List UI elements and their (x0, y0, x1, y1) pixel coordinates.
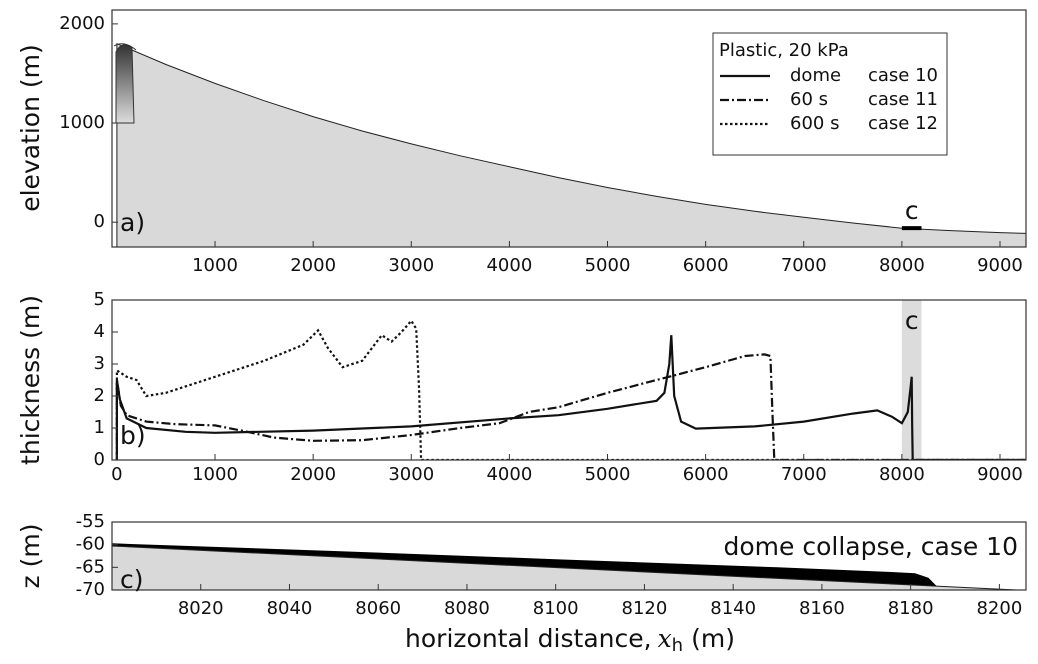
y-tick-label: 4 (94, 321, 105, 342)
legend-case: case 10 (868, 65, 938, 86)
x-tick-label: 8160 (799, 598, 845, 619)
x-tick-label: 9000 (977, 464, 1023, 485)
legend-box (712, 32, 948, 156)
y-tick-label: 0 (94, 449, 105, 470)
x-tick-label: 2000 (290, 464, 336, 485)
x-label-part: (m) (691, 624, 735, 653)
x-tick-label: 4000 (486, 255, 532, 276)
panel-label: a) (120, 208, 145, 237)
x-tick-label: 6000 (683, 255, 729, 276)
highlight-label: c (905, 306, 919, 335)
y-tick-label: 1 (94, 417, 105, 438)
y-tick-label: 0 (94, 211, 105, 232)
legend-case: case 12 (868, 113, 938, 134)
ground-area (112, 545, 1026, 590)
plot-frame (111, 521, 1027, 591)
panel (115, 300, 1026, 460)
panel-title: dome collapse, case 10 (724, 532, 1019, 561)
x-tick-label: 8180 (888, 598, 934, 619)
y-axis-label: z (m) (16, 524, 45, 589)
plot-frame (111, 9, 1027, 248)
legend-case: case 11 (868, 89, 938, 110)
legend-title: Plastic, 20 kPa (719, 40, 849, 61)
x-tick-label: 8060 (355, 598, 401, 619)
y-tick-label: -70 (76, 579, 105, 600)
x-axis-label: horizontal distance, xh (m) (405, 624, 735, 657)
x-tick-label: 1000 (192, 464, 238, 485)
x-tick-label: 2000 (290, 255, 336, 276)
x-tick-label: 3000 (388, 464, 434, 485)
x-tick-label: 8100 (533, 598, 579, 619)
x-tick-label: 4000 (486, 464, 532, 485)
x-tick-label: 7000 (781, 464, 827, 485)
plot-frame (111, 299, 1027, 461)
x-tick-label: 8200 (976, 598, 1022, 619)
panel (116, 42, 1026, 247)
y-axis-label: thickness (m) (16, 295, 45, 465)
x-tick-label: 8140 (710, 598, 756, 619)
panel (112, 543, 1026, 590)
x-tick-label: 7000 (781, 255, 827, 276)
x-label-part: horizontal distance, (405, 624, 652, 653)
y-tick-label: -65 (76, 556, 105, 577)
x-tick-label: 8020 (178, 598, 224, 619)
legend: Plastic, 20 kPa dome case 10 60 s case 11 600… (712, 32, 948, 156)
x-tick-label: 8000 (879, 255, 925, 276)
x-label-part: h (672, 635, 683, 656)
x-tick-label: 8000 (879, 464, 925, 485)
panel-label: b) (120, 421, 146, 450)
y-axis-label: elevation (m) (16, 44, 45, 212)
thickness-line (115, 335, 1026, 460)
legend-name: 60 s (790, 89, 828, 110)
x-tick-label: 5000 (585, 255, 631, 276)
x-tick-label: 1000 (192, 255, 238, 276)
y-tick-label: -60 (76, 534, 105, 555)
y-tick-label: 1000 (59, 112, 105, 133)
marker-label: c (905, 196, 919, 225)
legend-name: 600 s (790, 113, 839, 134)
dome-sketch (115, 44, 135, 124)
thickness-line (115, 353, 1026, 460)
y-tick-label: 2000 (59, 13, 105, 34)
x-tick-label: 8120 (622, 598, 668, 619)
y-tick-label: 5 (94, 289, 105, 310)
x-tick-label: 5000 (585, 464, 631, 485)
y-tick-label: 2 (94, 385, 105, 406)
x-tick-label: 8080 (444, 598, 490, 619)
x-tick-label: 8040 (267, 598, 313, 619)
x-tick-label: 9000 (977, 255, 1023, 276)
ground-area (116, 42, 1026, 247)
x-tick-label: 0 (111, 464, 122, 485)
y-tick-label: -55 (76, 511, 105, 532)
legend-name: dome (790, 65, 841, 86)
x-tick-label: 3000 (388, 255, 434, 276)
dome-outline (113, 43, 137, 51)
thickness-line (115, 318, 1026, 460)
x-label-part: x (658, 624, 672, 653)
panel-label: c) (120, 565, 144, 594)
y-tick-label: 3 (94, 353, 105, 374)
x-tick-label: 6000 (683, 464, 729, 485)
